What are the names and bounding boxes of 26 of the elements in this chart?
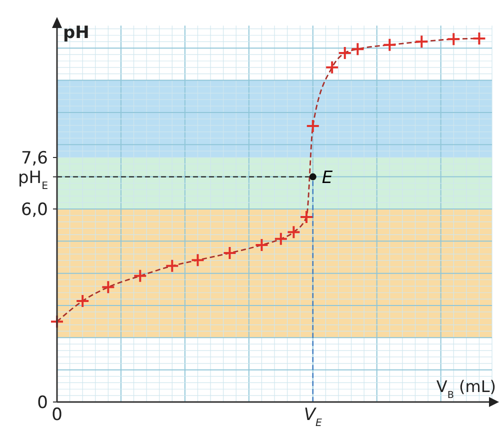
point bbox=[325, 60, 340, 74]
point bbox=[50, 314, 64, 329]
y-tick-label: 7,6 bbox=[20, 148, 48, 168]
annotation: E bbox=[322, 168, 333, 188]
y-tick-label: 6,0 bbox=[20, 200, 48, 220]
y-tick-label: pH$_{E}$ bbox=[18, 168, 48, 192]
point bbox=[382, 38, 397, 52]
point bbox=[254, 238, 269, 252]
point bbox=[286, 225, 301, 240]
point bbox=[101, 280, 116, 294]
point bbox=[338, 46, 352, 60]
point bbox=[76, 294, 90, 308]
point bbox=[133, 268, 148, 283]
point bbox=[350, 42, 365, 56]
point bbox=[190, 253, 205, 268]
x-tick-label: V$_{E}$ bbox=[304, 405, 322, 427]
point bbox=[165, 258, 180, 273]
y-axis-title: pH bbox=[63, 23, 90, 43]
x-axis-title: V$_{B}$ (mL) bbox=[436, 377, 496, 400]
point bbox=[222, 246, 237, 260]
point bbox=[472, 31, 486, 46]
point bbox=[299, 210, 314, 224]
point bbox=[414, 34, 429, 49]
point bbox=[306, 118, 320, 133]
point bbox=[274, 232, 288, 246]
point bbox=[446, 32, 461, 46]
